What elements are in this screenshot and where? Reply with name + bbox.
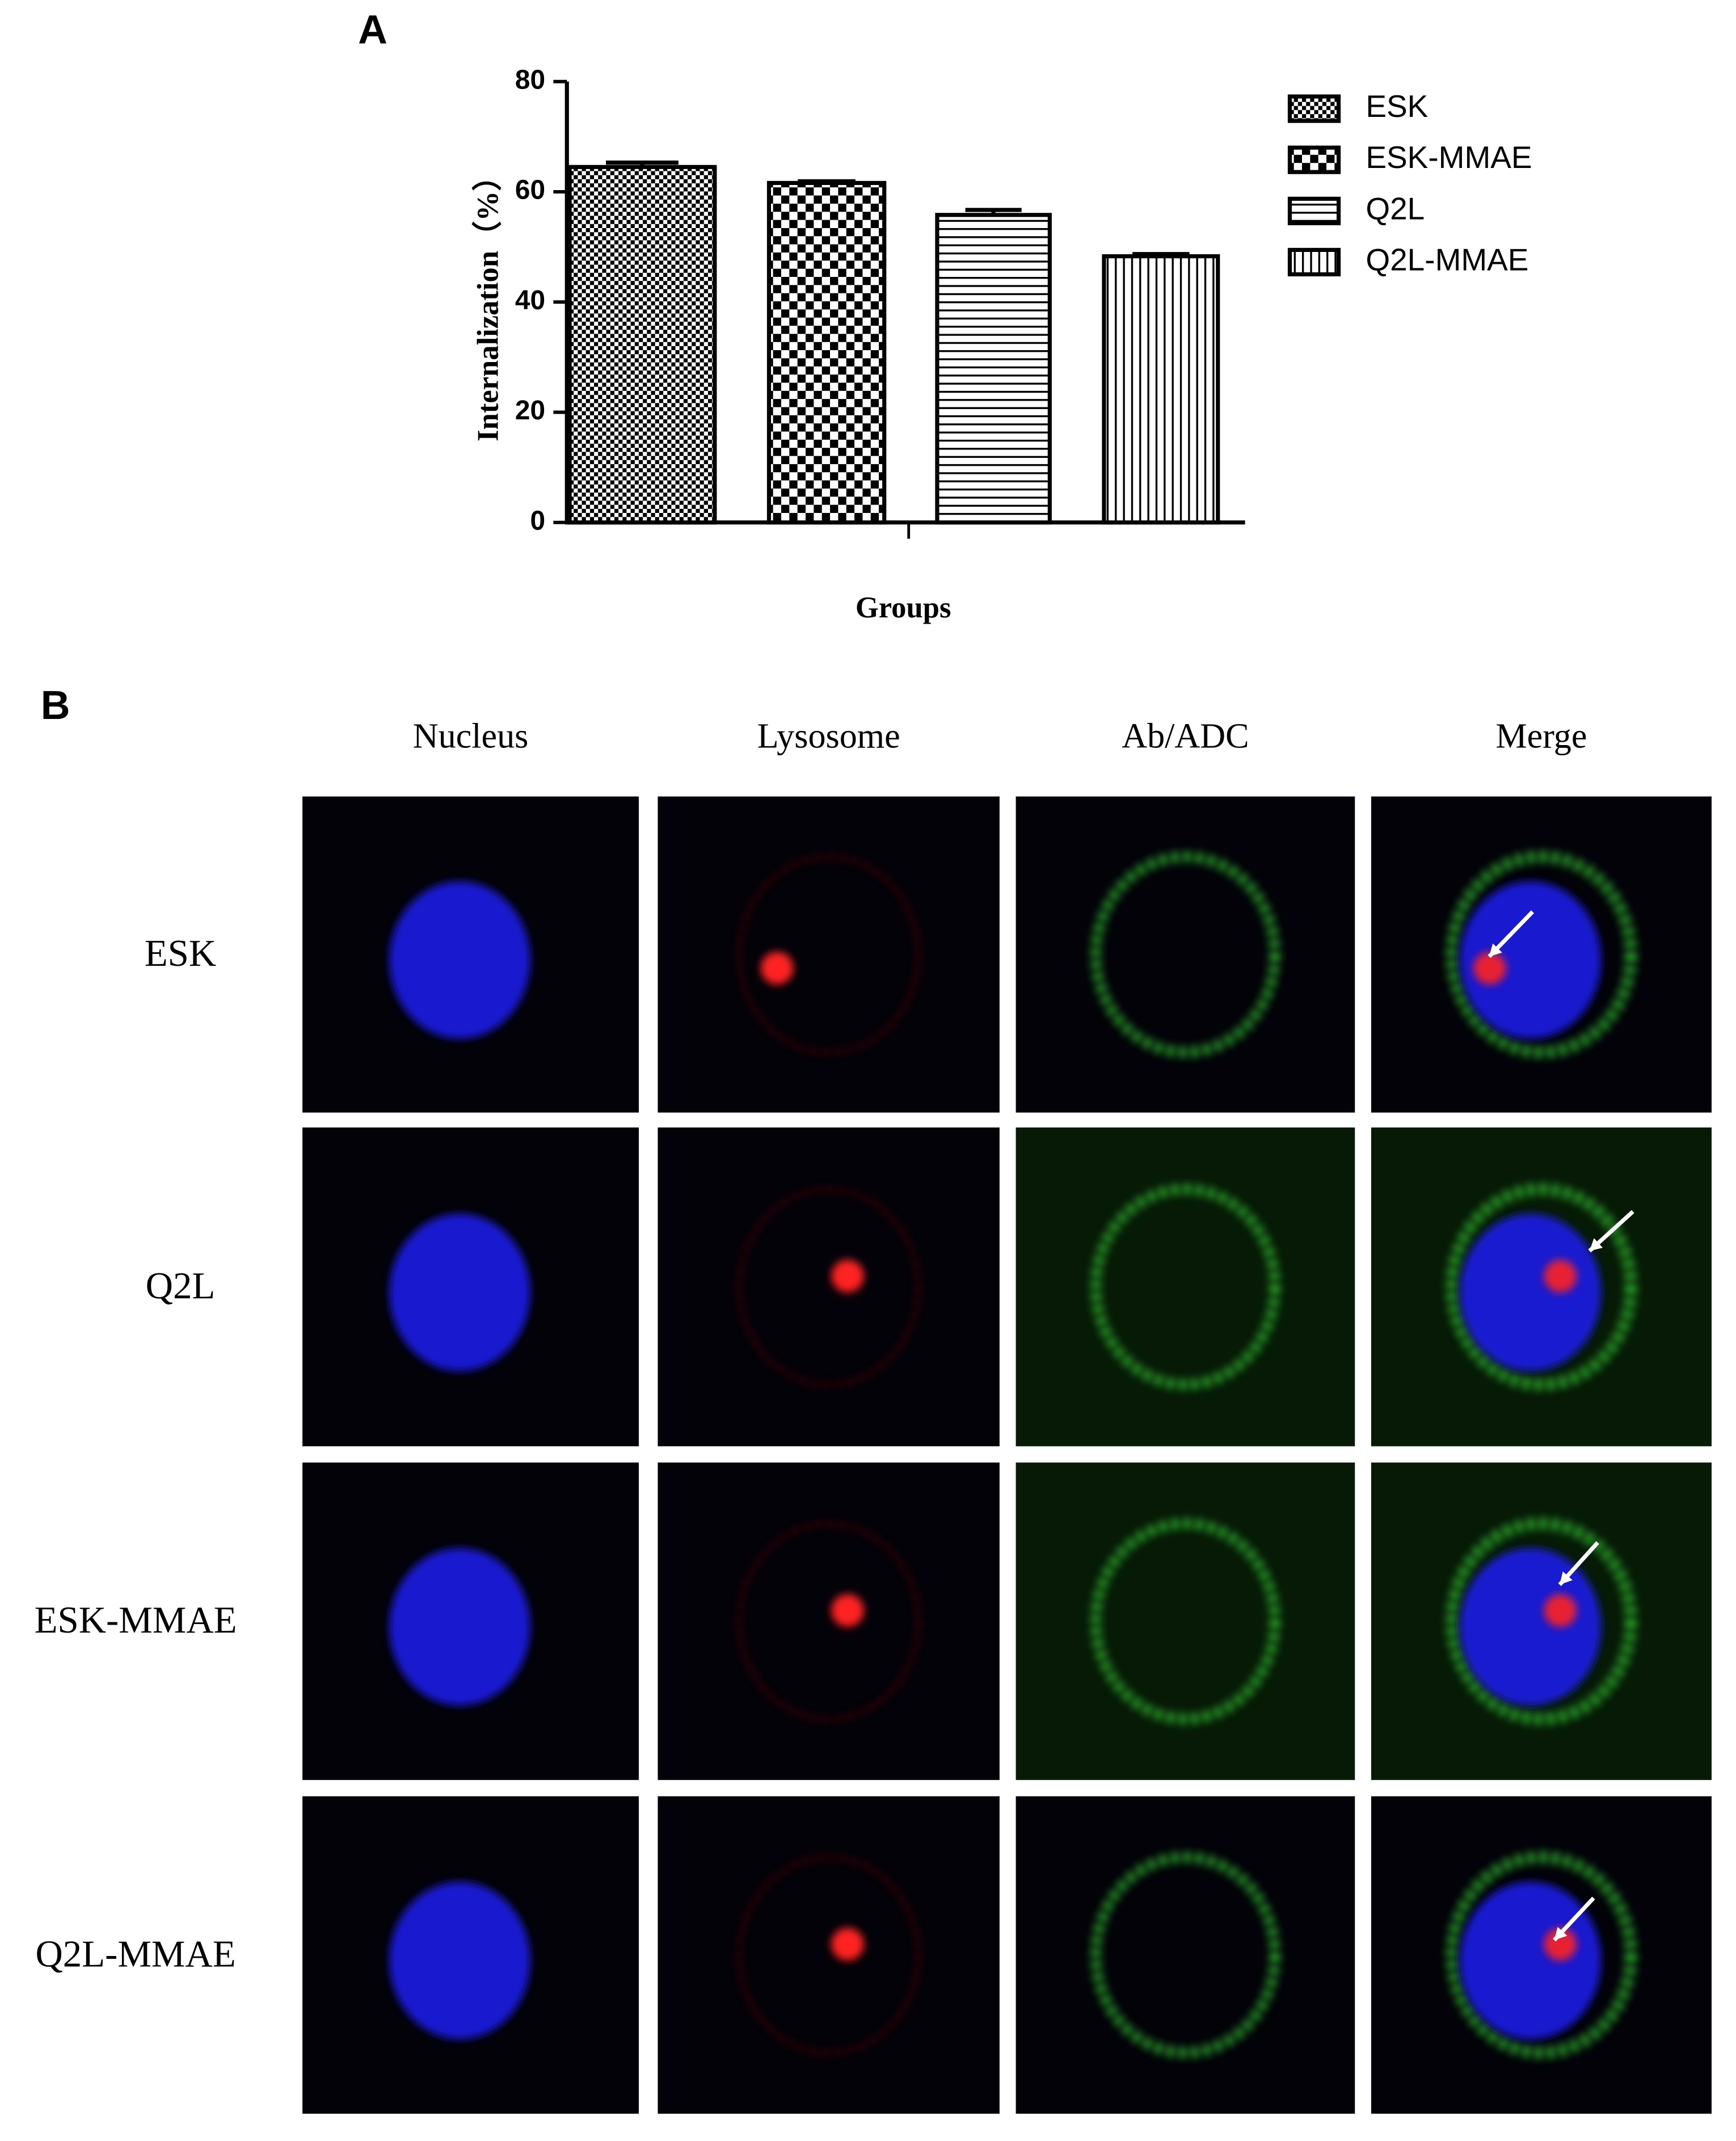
y-tick-label: 20 [515,396,545,426]
nucleus [389,1548,530,1706]
nucleus [1460,1882,1602,2039]
membrane [1446,1183,1637,1391]
y-tick-label: 40 [515,285,545,316]
y-tick-label: 60 [515,175,545,205]
micrograph-bg [1016,1127,1355,1446]
micrograph-bg [1016,796,1355,1113]
legend-label: ESK-MMAE [1366,140,1532,175]
membrane [1090,1518,1280,1724]
x-axis-label: Groups [856,591,951,624]
arrow-head [1554,1927,1568,1940]
membrane [737,1187,921,1387]
micrograph-bg [658,1127,1000,1446]
micrograph-bg [658,1462,1000,1780]
membrane [1090,851,1280,1058]
lysosome-spot [831,1928,864,1961]
micrograph [1371,1796,1712,2114]
legend-swatch [1287,247,1341,277]
micrograph [1016,1127,1355,1446]
column-header: Nucleus [413,717,529,755]
bar [935,213,1052,525]
membrane [737,1855,921,2055]
micrograph [302,1796,639,2114]
micrograph [1371,1462,1712,1780]
lysosome-spot [761,952,794,985]
error-bar [1132,252,1190,256]
lysosome-spot [1544,1928,1577,1961]
legend-swatch [1287,145,1341,174]
membrane [737,855,921,1054]
micrograph-bg [658,1796,1000,2114]
legend-label: Q2L [1366,191,1425,226]
panel-label: B [41,683,70,728]
micrograph-bg [1016,1462,1355,1780]
nucleus [1460,1213,1602,1372]
micrograph [1016,796,1355,1113]
membrane [737,1521,921,1721]
nucleus [389,1882,530,2039]
column-header: Lysosome [757,717,900,755]
micrograph [658,1462,1000,1780]
bar [1102,254,1220,525]
micrograph [1371,796,1712,1113]
nucleus [389,1213,530,1372]
legend-label: ESK [1366,89,1428,124]
row-label: ESK-MMAE [35,1599,237,1641]
legend-label: Q2L-MMAE [1366,242,1528,277]
micrograph [1016,1462,1355,1780]
micrograph-bg [1016,1796,1355,2114]
error-bar [606,160,679,167]
micrograph [302,1127,639,1446]
lysosome-spot [831,1594,864,1627]
panel-label: A [358,7,387,53]
lysosome-spot [1544,1594,1577,1627]
y-tick-label: 80 [515,65,545,95]
micrograph [1371,1127,1712,1446]
legend-swatch [1287,196,1341,225]
nucleus [1460,881,1602,1039]
nucleus [1460,1548,1602,1706]
membrane [1446,1517,1637,1725]
arrow-head [1589,1238,1603,1251]
micrograph [302,796,639,1113]
bar [567,165,717,525]
micrograph [658,1127,1000,1446]
legend-swatch [1287,94,1341,123]
membrane [1090,1852,1280,2058]
micrograph-bg [658,796,1000,1113]
y-axis-label: Internalization（%） [471,161,504,441]
y-tick-label: 0 [530,506,545,536]
micrograph [302,1462,639,1780]
membrane [1090,1184,1280,1390]
bar [766,180,887,525]
micrograph [658,1796,1000,2114]
micrograph [1016,1796,1355,2114]
arrow-head [1489,943,1502,957]
column-header: Merge [1495,717,1587,755]
row-label: Q2L [146,1265,216,1307]
lysosome-spot [831,1259,864,1293]
membrane [1446,1851,1637,2059]
row-label: Q2L-MMAE [35,1933,235,1975]
error-bar [965,208,1022,215]
arrow-head [1560,1571,1573,1585]
column-header: Ab/ADC [1122,717,1249,755]
lysosome-spot [1544,1259,1577,1293]
lysosome-spot [1473,952,1506,985]
row-label: ESK [145,932,216,974]
error-bar [798,179,856,184]
nucleus [389,881,530,1039]
micrograph [658,796,1000,1113]
membrane [1446,851,1637,1058]
